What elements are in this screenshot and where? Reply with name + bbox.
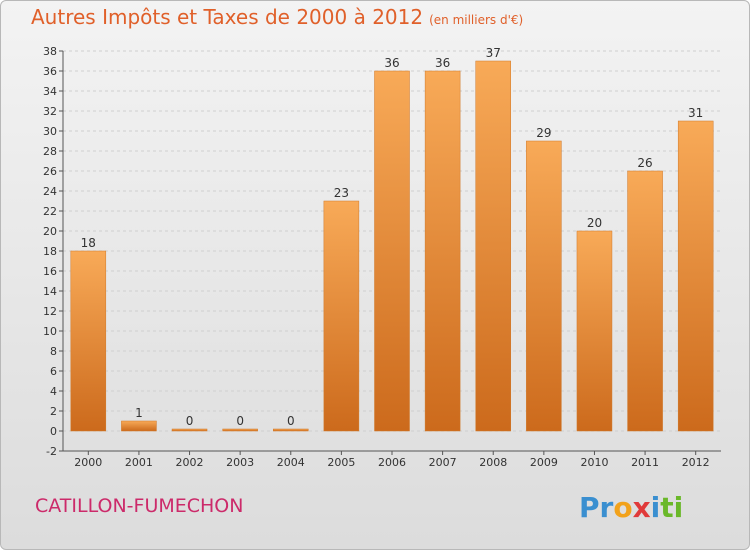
bar (171, 428, 208, 432)
y-tick-label: 22 (43, 205, 57, 218)
y-tick-label: 32 (43, 105, 57, 118)
proxiti-logo-text: Proxiti (579, 491, 683, 524)
y-tick-label: 10 (43, 325, 57, 338)
y-tick-label: 38 (43, 45, 57, 58)
y-tick-label: 28 (43, 145, 57, 158)
bar (475, 60, 511, 432)
x-tick-label: 2006 (378, 456, 406, 469)
y-tick-label: 6 (50, 365, 57, 378)
bar-value-label: 36 (435, 56, 450, 70)
x-tick-label: 2002 (176, 456, 204, 469)
y-tick-label: 14 (43, 285, 57, 298)
bar-value-label: 1 (135, 406, 143, 420)
bar (121, 420, 157, 432)
logo-letters: ti (660, 491, 683, 524)
chart-title: Autres Impôts et Taxes de 2000 à 2012 (en… (31, 5, 523, 29)
y-tick-label: 24 (43, 185, 57, 198)
y-tick-label: 26 (43, 165, 57, 178)
bar-value-label: 0 (287, 414, 295, 428)
logo-letters: x (633, 491, 651, 524)
logo-letters: Pr (579, 491, 614, 524)
proxiti-logo: Proxiti (579, 491, 683, 524)
bar (677, 120, 714, 432)
bar-value-label: 0 (186, 414, 194, 428)
chart-title-text: Autres Impôts et Taxes de 2000 à 2012 (31, 5, 424, 29)
x-tick-label: 2009 (530, 456, 558, 469)
y-tick-label: 30 (43, 125, 57, 138)
bar (222, 428, 258, 432)
bar (70, 250, 107, 432)
y-tick-label: 12 (43, 305, 57, 318)
x-tick-label: 2007 (429, 456, 457, 469)
x-tick-label: 2008 (479, 456, 507, 469)
y-tick-label: -2 (46, 445, 57, 458)
bar (323, 200, 360, 432)
y-tick-label: 18 (43, 245, 57, 258)
y-tick-label: 0 (50, 425, 57, 438)
logo-letters: i (651, 491, 661, 524)
bar (424, 70, 461, 432)
y-tick-label: 20 (43, 225, 57, 238)
y-tick-label: 36 (43, 65, 57, 78)
y-tick-label: 2 (50, 405, 57, 418)
bar-value-label: 36 (384, 56, 399, 70)
bar-value-label: 29 (536, 126, 551, 140)
x-tick-label: 2010 (580, 456, 608, 469)
bar-value-label: 18 (81, 236, 96, 250)
chart-unit: (en milliers d'€) (429, 13, 524, 27)
bar (576, 230, 613, 432)
bar-value-label: 0 (236, 414, 244, 428)
y-tick-label: 34 (43, 85, 57, 98)
x-tick-label: 2004 (277, 456, 305, 469)
bar (526, 140, 562, 432)
y-tick-label: 8 (50, 345, 57, 358)
y-tick-label: 4 (50, 385, 57, 398)
x-tick-label: 2000 (74, 456, 102, 469)
bar (374, 70, 410, 432)
y-tick-label: 16 (43, 265, 57, 278)
bar-value-label: 26 (637, 156, 652, 170)
x-tick-label: 2011 (631, 456, 659, 469)
x-tick-label: 2003 (226, 456, 254, 469)
bar (273, 428, 309, 432)
logo-letters: o (613, 491, 632, 524)
bar-value-label: 37 (486, 46, 501, 60)
bar-value-label: 31 (688, 106, 703, 120)
bar-value-label: 23 (334, 186, 349, 200)
commune-name: CATILLON-FUMECHON (35, 495, 244, 517)
x-tick-label: 2005 (327, 456, 355, 469)
bar-value-label: 20 (587, 216, 602, 230)
x-tick-label: 2001 (125, 456, 153, 469)
bar (627, 170, 663, 432)
x-tick-label: 2012 (682, 456, 710, 469)
